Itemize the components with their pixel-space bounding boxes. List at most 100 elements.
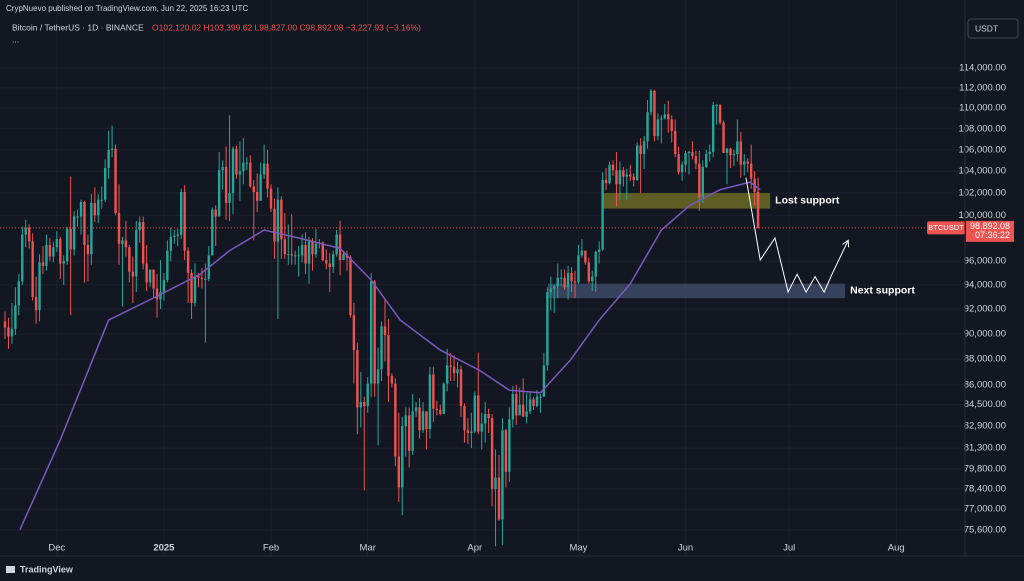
candle-body: [103, 167, 107, 200]
candle-body: [90, 203, 93, 255]
candle-body: [698, 163, 701, 198]
x-tick-label: Jun: [678, 543, 693, 554]
candle-body: [221, 166, 224, 171]
y-tick-label: 112,000.00: [959, 82, 1006, 93]
candle-body: [445, 365, 449, 384]
candle-body: [722, 122, 725, 153]
projection-arrowhead: [842, 239, 850, 248]
candle-body: [535, 396, 539, 407]
brand-name: TradingView: [20, 564, 74, 574]
candle-body: [749, 163, 753, 179]
candle-body: [463, 406, 466, 431]
candle-body: [563, 277, 566, 288]
y-tick-label: 79,800.00: [964, 464, 1006, 475]
candle-body: [680, 164, 684, 173]
candle-body: [708, 151, 711, 155]
candle-body: [515, 394, 518, 416]
candle-body: [511, 394, 515, 420]
candle-body: [587, 262, 591, 282]
candle-body: [366, 383, 369, 407]
candle-body: [732, 154, 736, 156]
candle-body: [249, 162, 252, 187]
symbol-legend: Bitcoin / TetherUS · 1D · BINANCE: [12, 22, 144, 32]
candle-body: [483, 414, 487, 424]
candle-body: [670, 119, 673, 131]
candle-body: [711, 105, 715, 152]
x-tick-label: Feb: [263, 543, 279, 554]
y-tick-label: 86,000.00: [964, 379, 1006, 390]
candle-body: [79, 201, 83, 217]
y-tick-label: 75,600.00: [964, 524, 1006, 535]
candle-body: [715, 105, 718, 107]
candle-body: [169, 236, 173, 251]
candle-body: [135, 230, 138, 277]
candle-body: [193, 276, 197, 303]
candle-body: [404, 415, 407, 427]
candle-body: [435, 408, 439, 411]
zone-label: Lost support: [775, 195, 840, 207]
candle-body: [266, 163, 269, 189]
candle-body: [687, 151, 691, 153]
candle-body: [62, 261, 65, 264]
candle-body: [311, 240, 314, 255]
candle-body: [608, 164, 611, 184]
candle-body: [739, 141, 743, 165]
candle-body: [428, 374, 432, 429]
candle-body: [27, 227, 31, 242]
legend-more[interactable]: ...: [12, 34, 19, 44]
candle-body: [128, 247, 131, 272]
candle-body: [411, 411, 414, 451]
candle-body: [252, 186, 255, 192]
candle-body: [273, 208, 276, 242]
price-label: 98,892.08: [970, 221, 1010, 231]
candle-body: [24, 227, 27, 235]
ticker-tag: [927, 221, 965, 235]
candle-body: [542, 365, 546, 397]
candle-body: [646, 112, 649, 142]
candle-body: [736, 141, 739, 155]
y-tick-label: 108,000.00: [958, 123, 1006, 134]
candle-body: [48, 244, 52, 257]
candle-body: [459, 369, 463, 407]
candle-body: [3, 321, 7, 328]
candle-body: [725, 148, 729, 153]
candle-body: [532, 399, 535, 407]
candle-body: [604, 179, 608, 184]
candle-body: [235, 148, 238, 175]
currency-button[interactable]: [967, 18, 1019, 39]
x-tick-label: May: [569, 543, 587, 554]
candle-body: [352, 315, 356, 351]
candle-body: [397, 456, 401, 488]
candle-body: [269, 188, 273, 209]
candle-body: [17, 281, 21, 306]
candle-body: [124, 240, 128, 248]
y-tick-label: 81,300.00: [964, 443, 1006, 454]
candle-body: [34, 296, 38, 311]
candle-body: [179, 191, 183, 235]
candle-body: [394, 383, 397, 457]
candle-body: [580, 250, 584, 256]
plot-area: Lost support Next support: [0, 88, 965, 547]
y-tick-label: 94,000.00: [964, 279, 1006, 290]
candle-body: [162, 280, 166, 293]
candle-body: [432, 374, 435, 409]
brand: TradingView: [6, 564, 74, 574]
candle-body: [141, 222, 145, 264]
candle-body: [615, 170, 618, 185]
candle-body: [729, 148, 732, 156]
candle-body: [238, 171, 242, 175]
published-note: CrypNuevo published on TradingView.com, …: [6, 4, 248, 13]
countdown-label: 07:36:22: [975, 230, 1010, 240]
currency-label[interactable]: USDT: [975, 23, 998, 33]
candle-body: [528, 399, 532, 412]
candle-body: [7, 327, 10, 337]
candle-body: [414, 407, 418, 412]
candle-body: [259, 174, 262, 201]
candle-body: [642, 141, 646, 155]
candle-body: [635, 145, 639, 180]
candle-body: [86, 244, 90, 255]
candle-body: [204, 278, 207, 280]
candle-body: [439, 410, 442, 415]
